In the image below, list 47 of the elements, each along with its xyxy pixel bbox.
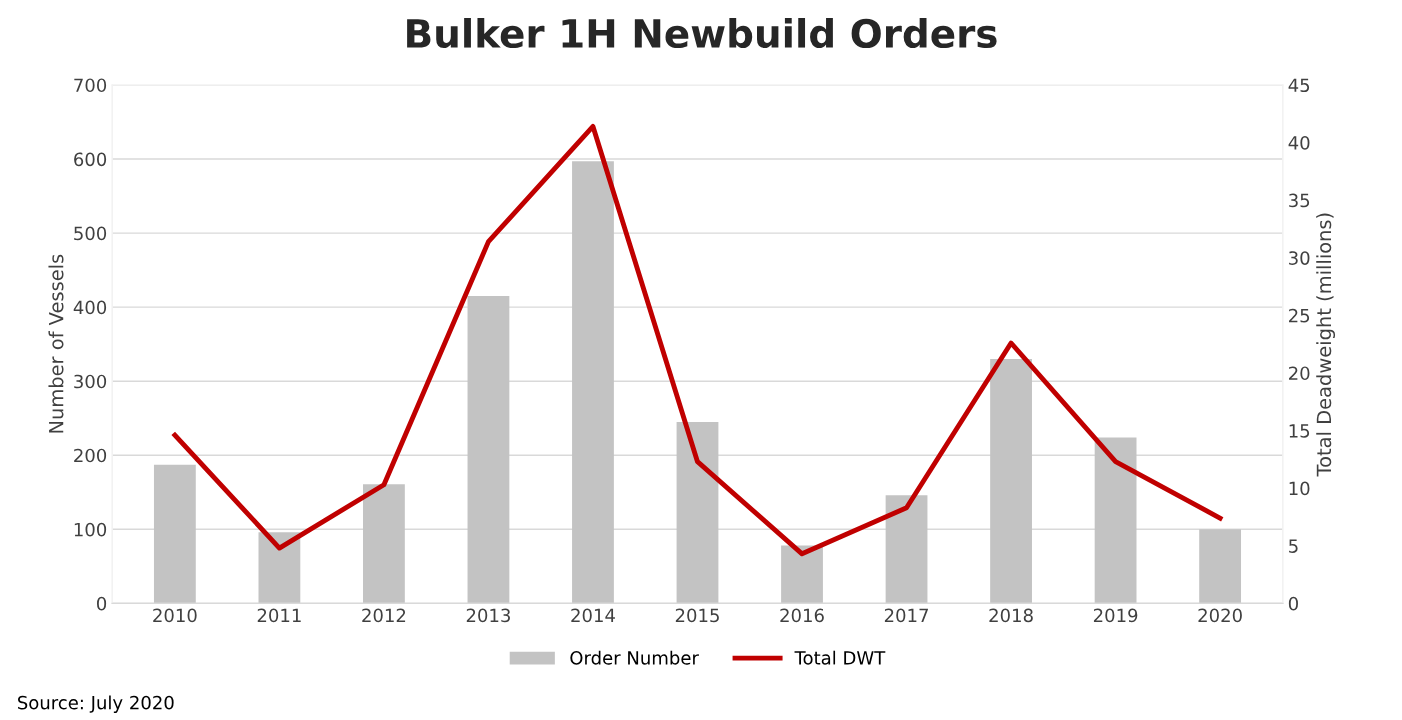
bar: [990, 358, 1032, 604]
y2-tick-label: 30: [1289, 251, 1310, 265]
y2-tick-label: 5: [1289, 539, 1298, 553]
x-tick-label: 2017: [884, 608, 928, 623]
x-tick-label: 2020: [1198, 608, 1242, 623]
y2-tick-label: 35: [1289, 193, 1310, 208]
y-tick-label: 600: [74, 152, 107, 167]
y-tick-label: 300: [74, 374, 107, 389]
bar: [676, 421, 719, 604]
x-tick-label: 2018: [989, 608, 1033, 623]
y-tick-label: 0: [97, 596, 107, 611]
bar: [1094, 437, 1137, 604]
bar: [572, 161, 614, 604]
x-tick-label: 2013: [466, 608, 510, 623]
y-tick-label: 500: [74, 226, 107, 241]
bar: [781, 545, 823, 604]
y2-tick-label: 20: [1289, 366, 1310, 381]
bar: [363, 484, 405, 604]
bar: [258, 532, 301, 604]
line-series: [172, 124, 1223, 557]
bar: [467, 296, 510, 604]
x-tick-label: 2014: [571, 608, 615, 623]
y2-axis-title: Total Deadweight (millions): [1316, 213, 1336, 477]
y-tick-label: 400: [73, 300, 107, 315]
x-tick-label: 2015: [675, 608, 719, 623]
legend-label: Total DWT: [794, 650, 886, 665]
bar: [885, 495, 928, 604]
source-note: Source: July 2020: [18, 695, 174, 713]
y-axis-title: Number of Vessels: [48, 254, 64, 433]
y-tick-label: 700: [74, 78, 107, 93]
x-tick-label: 2019: [1093, 608, 1138, 623]
bar: [153, 464, 196, 604]
y2-tick-label: 10: [1289, 481, 1310, 496]
x-tick-label: 2016: [780, 608, 824, 623]
y2-tick-label: 0: [1288, 596, 1298, 611]
y2-tick-label: 40: [1288, 136, 1310, 150]
y2-tick-label: 15: [1289, 424, 1310, 438]
y-tick-label: 200: [74, 448, 107, 463]
x-tick-label: 2012: [362, 608, 406, 623]
x-tick-label: 2010: [153, 608, 197, 623]
chart-title: Bulker 1H Newbuild Orders: [407, 18, 997, 49]
legend-label: Order Number: [570, 650, 699, 665]
x-tick-label: 2011: [257, 608, 301, 623]
bar: [1199, 529, 1242, 604]
y2-tick-label: 25: [1289, 308, 1310, 323]
y2-tick-label: 45: [1288, 78, 1310, 93]
y-tick-label: 100: [74, 522, 107, 537]
